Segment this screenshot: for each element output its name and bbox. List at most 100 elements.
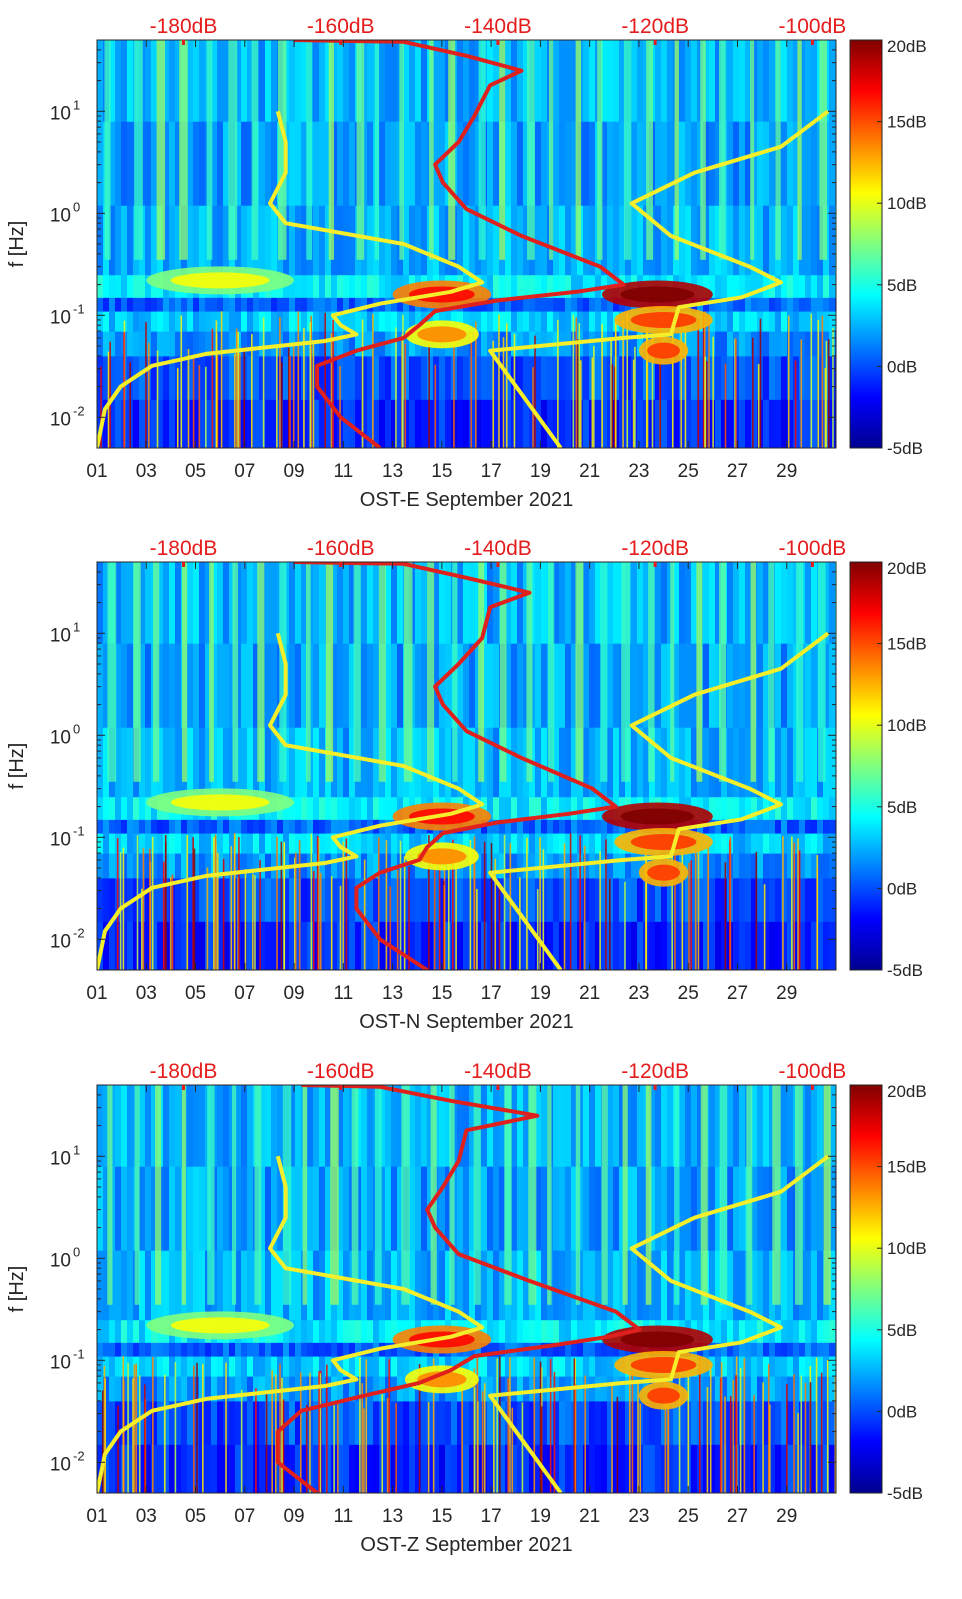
spectrogram-cell <box>109 1444 116 1493</box>
spectrogram-streak <box>399 40 404 260</box>
spectrogram-cell <box>139 727 146 798</box>
spectrogram-cell <box>583 819 590 834</box>
spectrogram-cell <box>307 274 314 298</box>
spectrogram-cell <box>349 297 356 312</box>
spectrogram-spike <box>333 1405 335 1493</box>
spectrogram-cell <box>715 1342 722 1357</box>
spectrogram-cell <box>589 727 596 798</box>
spectrogram-cell <box>385 796 392 820</box>
spectrogram-cell <box>295 1319 302 1343</box>
spectrogram-cell <box>523 297 530 312</box>
spectrogram-cell <box>751 1342 758 1357</box>
spectrogram-cell <box>151 877 158 922</box>
spectrogram-spike <box>483 841 486 970</box>
spectrogram-cell <box>127 205 134 276</box>
spectrogram-cell <box>367 205 374 276</box>
spectrogram-spike <box>632 359 635 448</box>
spectrogram-spike <box>453 327 455 448</box>
spectrogram-cell <box>355 1319 362 1343</box>
spectrogram-cell <box>565 1166 572 1251</box>
spectrogram-cell <box>469 399 476 448</box>
spectrogram-cell <box>289 311 296 332</box>
spectrogram-cell <box>493 1356 500 1377</box>
spectrogram-cell <box>799 311 806 332</box>
y-tick-label: 10 <box>50 727 71 748</box>
spectrogram-cell <box>763 1166 770 1251</box>
spectrogram-cell <box>703 205 710 276</box>
spectrogram-cell <box>325 311 332 332</box>
spectrogram-cell <box>439 355 446 400</box>
spectrogram-cell <box>109 1319 116 1343</box>
spectrogram-cell <box>517 1085 524 1167</box>
spectrogram-cell <box>211 819 218 834</box>
spectrogram-cell <box>409 921 416 970</box>
spectrogram-spike <box>709 1368 712 1493</box>
spectrogram-spike <box>816 855 819 970</box>
spectrogram-cell <box>745 311 752 332</box>
spectrogram-cell <box>295 297 302 312</box>
top-db-label: -180dB <box>150 1060 218 1083</box>
spectrogram-streak <box>700 40 706 260</box>
spectrogram-cell <box>805 311 812 332</box>
spectrogram-cell <box>751 819 758 834</box>
spectrogram-cell <box>547 796 554 820</box>
spectrogram-cell <box>271 819 278 834</box>
spectrogram-cell <box>157 833 164 854</box>
spectrogram-cell <box>511 311 518 332</box>
spectrogram-cell <box>691 1444 698 1493</box>
spectrogram-cell <box>235 727 242 798</box>
spectrogram-spike <box>697 318 700 448</box>
spectrogram-spike <box>699 1357 701 1493</box>
spectrogram-cell <box>331 727 338 798</box>
spectrogram-cell <box>145 121 152 206</box>
spectrogram-cell <box>115 331 122 357</box>
spectrogram-cell <box>685 562 692 644</box>
spectrogram-cell <box>241 853 248 879</box>
spectrogram-cell <box>157 727 164 798</box>
spectrogram-cell <box>301 1356 308 1377</box>
spectrogram-cell <box>217 331 224 357</box>
spectrogram-cell <box>829 1376 836 1402</box>
spectrogram-cell <box>145 727 152 798</box>
spectrogram-cell <box>613 877 620 922</box>
spectrogram-cell <box>823 853 830 879</box>
spectrogram-cell <box>433 205 440 276</box>
spectrogram-cell <box>565 1400 572 1445</box>
spectrogram-cell <box>115 40 122 122</box>
spectrogram-cell <box>523 1166 530 1251</box>
spectrogram-cell <box>391 1444 398 1493</box>
spectrogram-cell <box>103 853 110 879</box>
spectrogram-cell <box>253 297 260 312</box>
spectrogram-cell <box>541 819 548 834</box>
spectrogram-cell <box>535 1376 542 1402</box>
spectrogram-cell <box>139 1250 146 1321</box>
spectrogram-cell <box>817 1356 824 1377</box>
spectrogram-cell <box>751 311 758 332</box>
spectrogram-cell <box>709 1319 716 1343</box>
spectrogram-cell <box>541 562 548 644</box>
spectrogram-cell <box>301 921 308 970</box>
spectrogram-cell <box>523 727 530 798</box>
spectrogram-cell <box>691 643 698 728</box>
spectrogram-cell <box>409 1250 416 1321</box>
spectrogram-streak <box>817 562 826 782</box>
spectrogram-cell <box>355 853 362 879</box>
spectrogram-cell <box>121 796 128 820</box>
spectrogram-cell <box>445 355 452 400</box>
spectrogram-streak <box>797 40 802 260</box>
spectrogram-cell <box>493 877 500 922</box>
spectrogram-spike <box>239 353 241 448</box>
spectrogram-cell <box>709 1342 716 1357</box>
spectrogram-cell <box>301 1444 308 1493</box>
spectrogram-cell <box>607 331 614 357</box>
spectrogram-cell <box>637 727 644 798</box>
spectrogram-cell <box>397 796 404 820</box>
spectrogram-image <box>97 1085 836 1493</box>
spectrogram-cell <box>559 274 566 298</box>
spectrogram-cell <box>751 853 758 879</box>
spectrogram-spike <box>605 839 607 970</box>
spectrogram-cell <box>415 40 422 122</box>
spectrogram-cell <box>769 1166 776 1251</box>
spectrogram-streak <box>746 1085 753 1305</box>
spectrogram-cell <box>391 40 398 122</box>
